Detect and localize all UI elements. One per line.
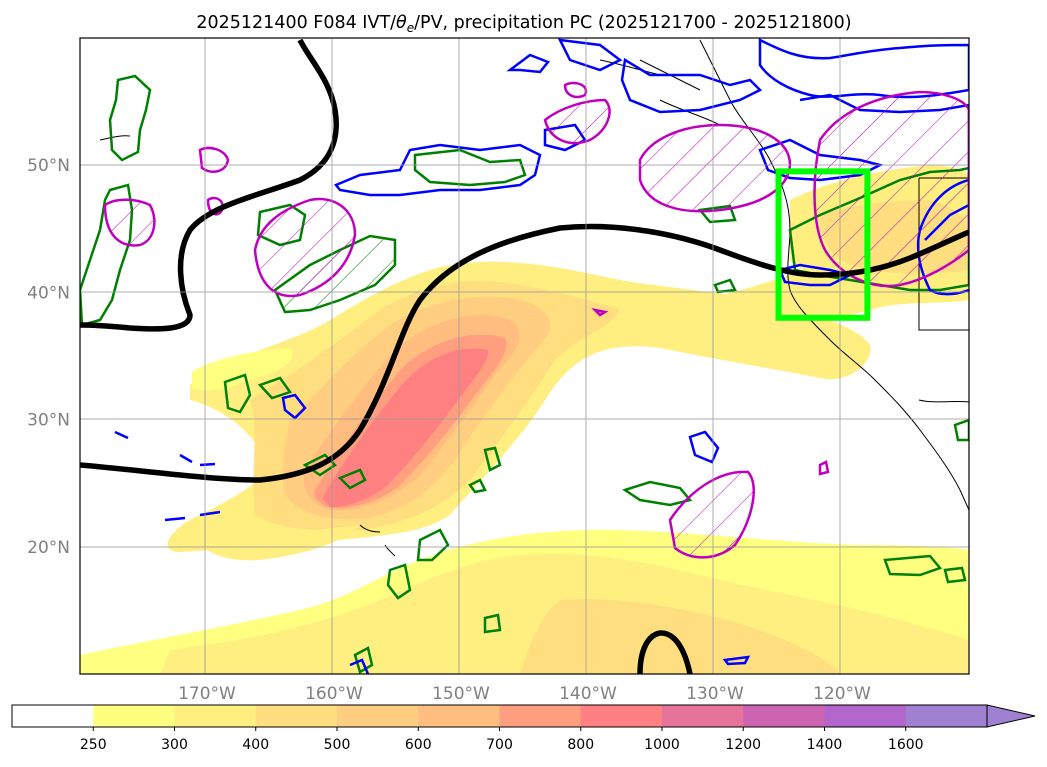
ivt-shading bbox=[80, 165, 969, 674]
colorbar-extend-arrow bbox=[986, 704, 1036, 728]
ivt-anomaly-contours bbox=[103, 81, 969, 559]
colorbar-segment bbox=[93, 705, 175, 727]
colorbar-segment bbox=[580, 705, 663, 727]
map-frame bbox=[79, 37, 970, 675]
lat-label: 50°N bbox=[27, 156, 70, 176]
lon-label: 130°W bbox=[686, 684, 744, 704]
figure-title: 2025121400 F084 IVT/θe/PV, precipitation… bbox=[196, 13, 851, 35]
colorbar-segment bbox=[499, 705, 582, 727]
colorbar-tick-label: 1600 bbox=[888, 737, 924, 753]
colorbar-tick-label: 1000 bbox=[644, 737, 680, 753]
colorbar-tick-label: 800 bbox=[567, 737, 594, 753]
lon-label: 120°W bbox=[813, 684, 871, 704]
colorbar-tick-label: 500 bbox=[324, 737, 351, 753]
lat-label: 30°N bbox=[27, 411, 70, 431]
lon-label: 140°W bbox=[559, 684, 617, 704]
latitude-labels: 50°N 40°N 30°N 20°N bbox=[27, 156, 70, 558]
pv-contours bbox=[80, 38, 969, 674]
colorbar-segment bbox=[174, 705, 257, 727]
lon-label: 160°W bbox=[305, 684, 363, 704]
colorbar-segment bbox=[255, 705, 338, 727]
graticule bbox=[80, 38, 969, 674]
colorbar-segment bbox=[743, 705, 825, 727]
lon-label: 170°W bbox=[178, 684, 236, 704]
lon-label: 150°W bbox=[432, 684, 490, 704]
colorbar-tick-label: 300 bbox=[161, 737, 188, 753]
lat-label: 20°N bbox=[27, 538, 70, 558]
colorbar-tick-label: 250 bbox=[80, 737, 107, 753]
colorbar-tick-label: 600 bbox=[405, 737, 432, 753]
colorbar-tick-label: 700 bbox=[486, 737, 513, 753]
colorbar-segment bbox=[824, 705, 907, 727]
longitude-labels: 170°W 160°W 150°W 140°W 130°W 120°W bbox=[178, 684, 871, 704]
highlight-box bbox=[775, 168, 871, 321]
colorbar-segment bbox=[662, 705, 744, 727]
colorbar: 250 300 400 500 600 700 800 1000 1200 1400 1600 bbox=[11, 704, 1036, 753]
colorbar-tick-label: 400 bbox=[242, 737, 269, 753]
colorbar-segment bbox=[905, 705, 988, 727]
colorbar-tick-label: 1200 bbox=[725, 737, 761, 753]
colorbar-segment bbox=[12, 705, 94, 727]
map-panel bbox=[80, 38, 969, 674]
lat-label: 40°N bbox=[27, 283, 70, 303]
colorbar-tick-label: 1400 bbox=[807, 737, 843, 753]
colorbar-segment bbox=[418, 705, 500, 727]
colorbar-segment bbox=[337, 705, 419, 727]
